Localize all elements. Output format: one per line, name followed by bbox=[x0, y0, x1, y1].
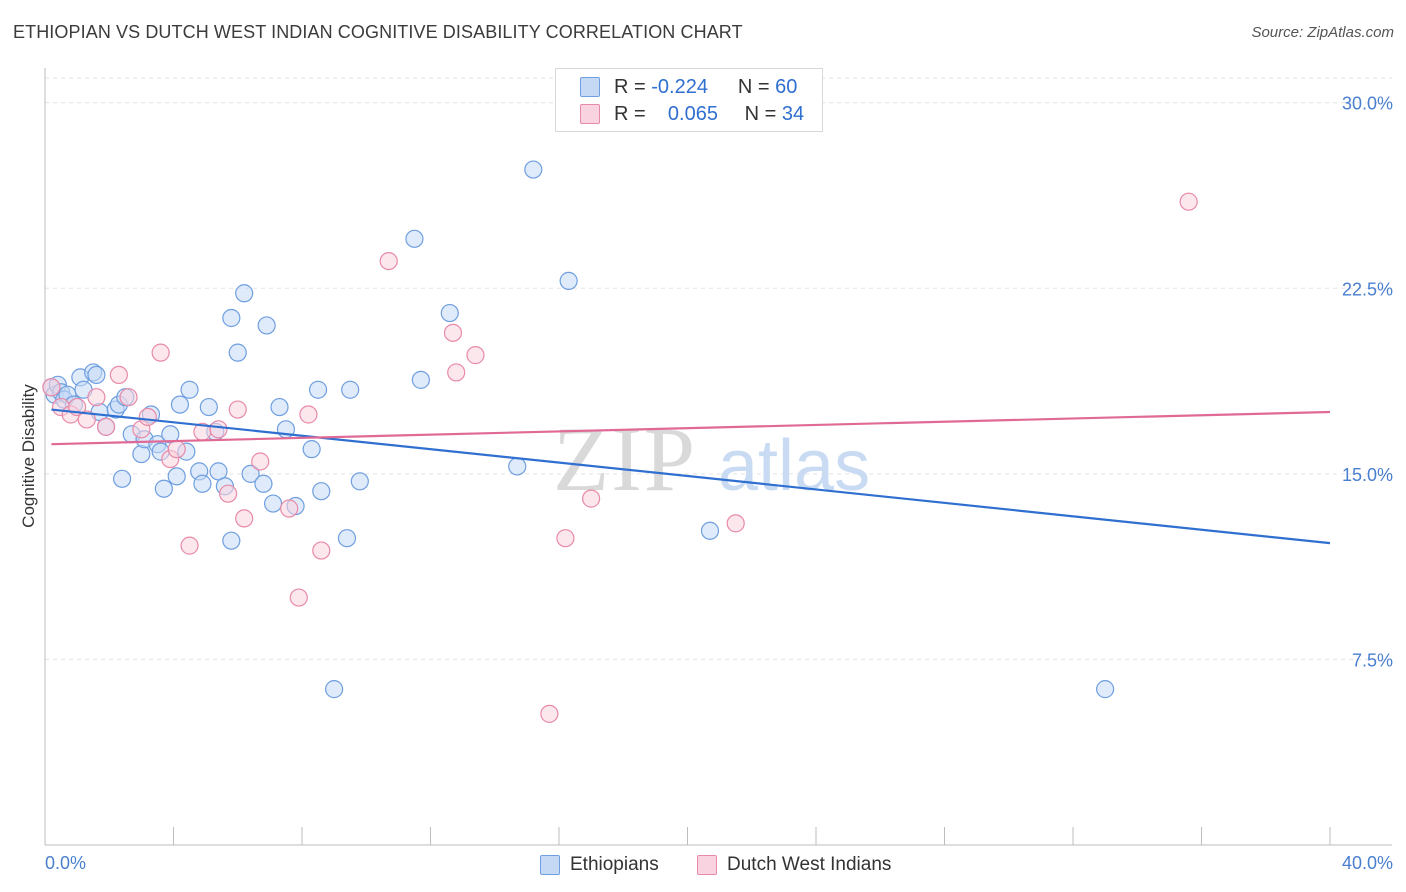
point-dutch-west-indians bbox=[312, 541, 331, 560]
legend-r-value: 0.065 bbox=[667, 102, 718, 125]
legend-n-label: N = bbox=[744, 102, 777, 125]
point-ethiopians bbox=[112, 469, 132, 488]
point-dutch-west-indians bbox=[466, 346, 485, 365]
legend-row-dutch-west-indians: R = 0.065 N = 34 bbox=[580, 101, 804, 127]
point-dutch-west-indians bbox=[235, 509, 254, 528]
trend-line-ethiopians bbox=[51, 408, 1331, 545]
x-tick-label: 0.0% bbox=[45, 853, 86, 873]
series-label-dutch-west-indians: Dutch West Indians bbox=[727, 854, 892, 875]
point-dutch-west-indians bbox=[42, 378, 61, 397]
point-ethiopians bbox=[222, 531, 241, 550]
point-ethiopians bbox=[270, 397, 289, 417]
point-dutch-west-indians bbox=[280, 499, 299, 518]
y-tick-label: 30.0% bbox=[1342, 94, 1393, 114]
point-dutch-west-indians bbox=[219, 484, 238, 503]
point-ethiopians bbox=[700, 521, 720, 540]
point-ethiopians bbox=[170, 395, 190, 414]
point-ethiopians bbox=[302, 440, 321, 459]
legend-swatch-dutch-west-indians bbox=[580, 104, 600, 124]
point-ethiopians bbox=[257, 316, 276, 335]
legend-row-ethiopians: R = -0.224 N = 60 bbox=[580, 74, 797, 100]
point-dutch-west-indians bbox=[556, 529, 575, 548]
watermark-atlas: atlas bbox=[718, 426, 870, 506]
point-ethiopians bbox=[180, 380, 199, 399]
point-ethiopians bbox=[411, 370, 430, 389]
point-ethiopians bbox=[440, 303, 459, 323]
point-ethiopians bbox=[325, 680, 344, 699]
legend-r-label: R = bbox=[614, 75, 646, 98]
point-ethiopians bbox=[1096, 680, 1115, 699]
point-dutch-west-indians bbox=[77, 410, 96, 429]
point-ethiopians bbox=[337, 529, 357, 548]
legend-r-value: -0.224 bbox=[651, 75, 708, 98]
series-label-ethiopians: Ethiopians bbox=[570, 854, 659, 875]
point-dutch-west-indians bbox=[151, 343, 170, 362]
point-dutch-west-indians bbox=[1179, 192, 1198, 211]
series-swatch-ethiopians bbox=[540, 855, 560, 875]
point-dutch-west-indians bbox=[540, 704, 559, 723]
series-legend-dutch-west-indians: Dutch West Indians bbox=[697, 852, 891, 878]
point-dutch-west-indians bbox=[582, 489, 601, 508]
trend-lines bbox=[51, 408, 1331, 545]
point-ethiopians bbox=[341, 380, 360, 399]
point-dutch-west-indians bbox=[119, 388, 138, 407]
point-ethiopians bbox=[154, 479, 173, 498]
point-ethiopians bbox=[235, 284, 254, 303]
point-ethiopians bbox=[559, 271, 578, 290]
point-ethiopians bbox=[167, 467, 186, 486]
point-ethiopians bbox=[199, 397, 218, 417]
point-dutch-west-indians bbox=[447, 363, 466, 382]
point-dutch-west-indians bbox=[209, 420, 228, 439]
point-dutch-west-indians bbox=[379, 251, 398, 271]
point-dutch-west-indians bbox=[299, 405, 318, 424]
point-dutch-west-indians bbox=[289, 588, 308, 607]
points bbox=[42, 160, 1198, 723]
point-ethiopians bbox=[263, 494, 283, 513]
point-dutch-west-indians bbox=[167, 440, 186, 459]
y-tick-label: 22.5% bbox=[1342, 279, 1393, 299]
legend-swatch-ethiopians bbox=[580, 77, 600, 97]
x-tick-label: 40.0% bbox=[1342, 853, 1393, 873]
stats-legend: R = -0.224 N = 60 R = 0.065 N = 34 bbox=[555, 68, 823, 132]
point-dutch-west-indians bbox=[251, 452, 270, 471]
legend-r-label: R = bbox=[614, 102, 646, 125]
point-ethiopians bbox=[241, 464, 260, 483]
grid-lines bbox=[45, 77, 1392, 660]
point-ethiopians bbox=[405, 229, 424, 248]
point-ethiopians bbox=[312, 482, 331, 501]
source-label: Source: ZipAtlas.com bbox=[1251, 24, 1394, 41]
series-legend-ethiopians: Ethiopians bbox=[540, 852, 659, 878]
point-dutch-west-indians bbox=[726, 514, 745, 533]
point-ethiopians bbox=[132, 444, 151, 464]
point-ethiopians bbox=[193, 474, 212, 493]
watermark: ZIP atlas bbox=[553, 408, 870, 510]
y-axis-label: Cognitive Disability bbox=[19, 384, 38, 528]
point-dutch-west-indians bbox=[228, 400, 247, 419]
point-dutch-west-indians bbox=[443, 323, 463, 342]
point-ethiopians bbox=[87, 365, 106, 385]
series-swatch-dutch-west-indians bbox=[697, 855, 717, 875]
legend-n-label: N = bbox=[737, 75, 770, 98]
point-dutch-west-indians bbox=[109, 365, 128, 385]
point-dutch-west-indians bbox=[138, 407, 157, 427]
y-tick-label: 15.0% bbox=[1342, 465, 1393, 485]
watermark-zip: ZIP bbox=[553, 408, 697, 510]
point-dutch-west-indians bbox=[87, 388, 106, 407]
point-ethiopians bbox=[350, 472, 369, 491]
point-dutch-west-indians bbox=[180, 536, 199, 555]
point-ethiopians bbox=[308, 380, 328, 399]
trend-line-dutch-west-indians bbox=[51, 410, 1331, 446]
point-ethiopians bbox=[254, 474, 273, 493]
legend-n-value: 34 bbox=[781, 102, 805, 125]
point-dutch-west-indians bbox=[96, 417, 116, 436]
y-tick-label: 7.5% bbox=[1352, 650, 1393, 670]
point-ethiopians bbox=[508, 457, 527, 476]
point-ethiopians bbox=[222, 308, 241, 328]
point-ethiopians bbox=[524, 160, 543, 179]
chart-title: ETHIOPIAN VS DUTCH WEST INDIAN COGNITIVE… bbox=[13, 22, 743, 42]
axes: 7.5% 15.0% 22.5% 30.0% 0.0% 40.0% bbox=[44, 68, 1393, 873]
point-ethiopians bbox=[228, 343, 247, 362]
legend-n-value: 60 bbox=[775, 75, 798, 98]
